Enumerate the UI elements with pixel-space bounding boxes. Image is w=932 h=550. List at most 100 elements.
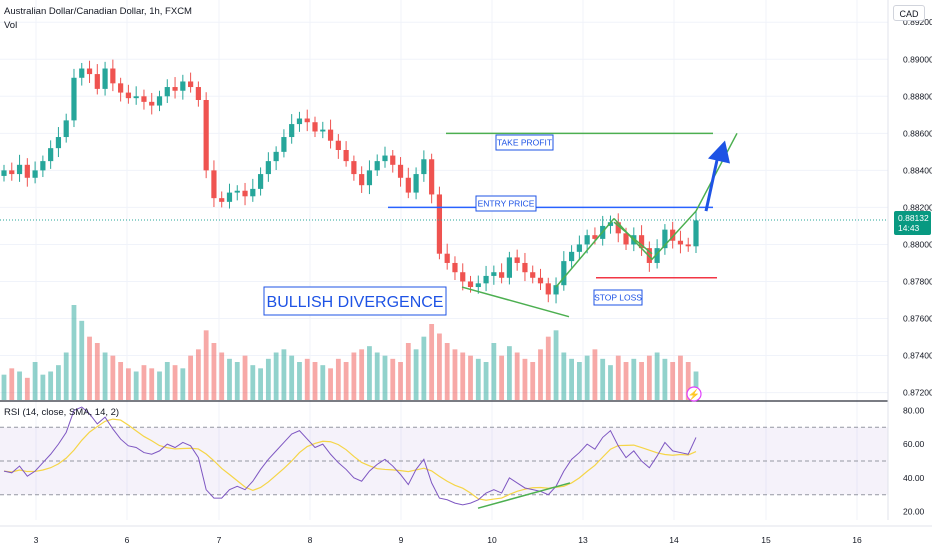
candle-body (460, 272, 466, 282)
entry-price-label-box (475, 195, 537, 212)
candle-body (452, 262, 458, 273)
volume-bar (600, 358, 606, 400)
candle-body (219, 198, 225, 202)
price-tick-label: 0.87600 (903, 314, 932, 324)
volume-bar (289, 355, 295, 400)
trend-segment (613, 221, 653, 255)
candle-body (296, 118, 303, 125)
volume-bar (172, 365, 178, 400)
candle-body (149, 101, 155, 106)
volume-bar (242, 355, 248, 400)
candle-body (654, 248, 660, 263)
time-tick-label: 7 (217, 535, 222, 545)
volume-bar (250, 365, 256, 400)
candle-body (40, 161, 46, 171)
candle-body (335, 140, 341, 150)
volume-bar (48, 371, 54, 400)
volume-bar (491, 343, 497, 400)
candle-body (584, 235, 590, 245)
volume-bar (102, 352, 108, 400)
rsi-title[interactable]: RSI (14, close, SMA, 14, 2) (4, 407, 120, 418)
candle-body (234, 190, 240, 193)
volume-bar (219, 352, 225, 400)
price-tick-label: 0.89200 (903, 17, 932, 27)
candle-body (320, 129, 326, 132)
volume-bar (328, 368, 333, 400)
volume-bar (227, 358, 232, 400)
candle-body (436, 194, 443, 254)
time-tick-label: 13 (578, 535, 588, 545)
volume-bar (343, 362, 349, 400)
volume-bar (452, 349, 458, 400)
candle-body (110, 68, 116, 84)
candle-body (250, 188, 256, 197)
candle-body (312, 122, 318, 132)
volume-bar (421, 336, 427, 400)
volume-bar (405, 343, 411, 400)
price-tick-label: 0.89000 (903, 54, 932, 64)
time-tick-label: 9 (399, 535, 404, 545)
volume-bar (180, 368, 186, 400)
volume-bar (639, 362, 644, 400)
lightning-icon: ⚡ (688, 388, 700, 401)
rsi-ma-line (3, 418, 697, 501)
candle-body (180, 81, 186, 91)
take-profit-label: TAKE PROFIT (497, 138, 552, 148)
volume-bar (94, 343, 100, 400)
volume-bar (670, 362, 676, 400)
candle-body (32, 170, 38, 178)
candle-body (118, 83, 124, 93)
volume-bar (17, 371, 22, 400)
volume-bar (1, 374, 7, 400)
volume-bar (312, 362, 318, 400)
volume-bar (359, 349, 365, 400)
candle-body (257, 174, 264, 189)
candle-body (382, 155, 388, 162)
volume-bar (390, 358, 396, 400)
candle-body (226, 192, 233, 202)
volume-bar (320, 365, 326, 400)
time-tick-label: 6 (125, 535, 130, 545)
candle-body (164, 87, 170, 97)
volume-bar (569, 358, 574, 400)
candle-body (592, 235, 598, 239)
candle-body (141, 96, 147, 102)
candle-body (623, 233, 629, 245)
currency-button[interactable]: CAD (893, 5, 925, 21)
rsi-divergence-trendline (477, 482, 571, 509)
volume-bar (654, 352, 660, 400)
volume-label[interactable]: Vol (4, 20, 18, 31)
volume-bar (522, 358, 528, 400)
volume-bar (203, 330, 209, 400)
stop-loss-label-box (593, 289, 643, 306)
candle-body (71, 77, 77, 121)
candle-body (289, 124, 295, 138)
volume-bar (538, 349, 543, 400)
target-arrow-shaft (704, 155, 720, 212)
volume-bar (32, 362, 38, 400)
candle-body (514, 257, 520, 263)
volume-bar (623, 362, 629, 400)
candle-body (359, 174, 365, 186)
candle-body (693, 220, 699, 247)
price-tick-label: 0.88200 (903, 202, 932, 212)
rsi-line (3, 406, 697, 506)
volume-bar (646, 355, 652, 400)
drawings[interactable]: TAKE PROFIT ENTRY PRICE STOP LOSS BULLISH D… (0, 132, 888, 402)
candle-body (102, 68, 108, 89)
current-price-tag (894, 211, 931, 235)
volume-bars (1, 305, 699, 400)
volume-bar (133, 371, 139, 400)
volume-bar (553, 330, 559, 400)
volume-bar (195, 349, 201, 400)
volume-bar (351, 352, 357, 400)
price-tick-label: 0.87200 (903, 388, 932, 398)
volume-bar (678, 355, 683, 400)
symbol-title[interactable]: Australian Dollar/Canadian Dollar, 1h, F… (4, 6, 192, 17)
volume-bar (413, 349, 419, 400)
candle-body (265, 161, 271, 175)
volume-bar (110, 355, 116, 400)
candle-body (304, 118, 310, 123)
